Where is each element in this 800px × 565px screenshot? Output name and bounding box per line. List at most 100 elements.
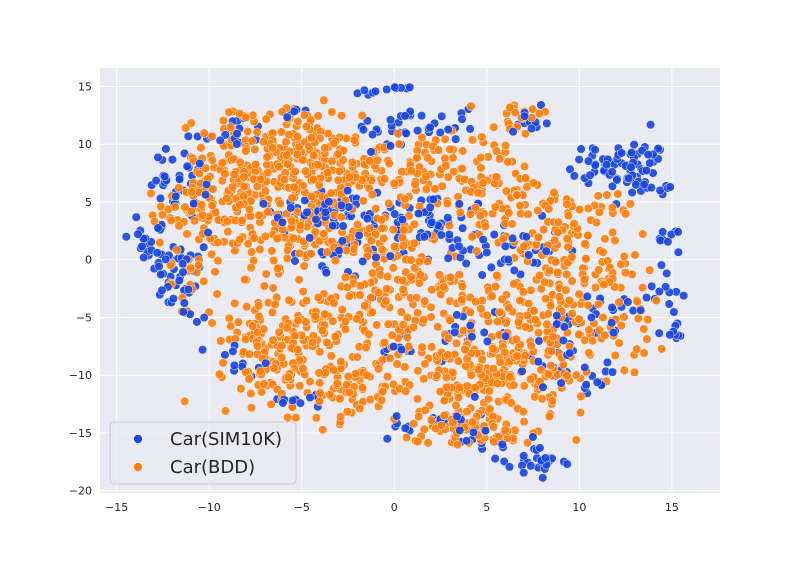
data-point-sim10k <box>454 199 464 209</box>
data-point-sim10k <box>160 171 170 181</box>
data-point-bdd <box>269 363 279 373</box>
data-point-sim10k <box>663 237 673 247</box>
data-point-bdd <box>515 295 525 306</box>
data-point-bdd <box>594 265 604 275</box>
data-point-bdd <box>489 122 499 132</box>
data-point-bdd <box>489 422 499 432</box>
data-point-bdd <box>335 394 345 404</box>
data-point-bdd <box>484 386 494 396</box>
data-point-bdd <box>290 166 300 177</box>
data-point-bdd <box>287 216 297 226</box>
data-point-bdd <box>282 323 292 333</box>
data-point-bdd <box>299 261 309 271</box>
data-point-bdd <box>367 268 377 278</box>
data-point-sim10k <box>419 232 429 242</box>
data-point-bdd <box>301 122 311 132</box>
data-point-sim10k <box>189 199 199 209</box>
data-point-bdd <box>255 244 265 254</box>
data-point-sim10k <box>647 281 657 291</box>
y-tick-label: −15 <box>69 427 92 440</box>
y-tick-label: −20 <box>69 485 92 498</box>
data-point-bdd <box>315 347 325 357</box>
data-point-bdd <box>327 107 337 117</box>
data-point-bdd <box>599 279 609 290</box>
data-point-bdd <box>366 236 376 246</box>
data-point-bdd <box>253 341 263 351</box>
data-point-sim10k <box>286 203 296 213</box>
data-point-bdd <box>519 241 529 251</box>
data-point-bdd <box>495 307 505 317</box>
data-point-bdd <box>305 377 315 387</box>
data-point-bdd <box>421 171 431 181</box>
data-point-sim10k <box>626 162 636 172</box>
data-point-bdd <box>533 328 544 338</box>
data-point-bdd <box>361 343 371 353</box>
data-point-bdd <box>274 327 284 337</box>
legend: Car(SIM10K) Car(BDD) <box>109 421 297 485</box>
data-point-bdd <box>434 270 444 280</box>
data-point-sim10k <box>435 127 445 138</box>
data-point-sim10k <box>232 129 242 139</box>
data-point-bdd <box>466 101 476 111</box>
data-point-bdd <box>619 251 629 262</box>
data-point-bdd <box>460 344 470 354</box>
data-point-bdd <box>419 315 429 325</box>
data-point-bdd <box>292 132 303 142</box>
data-point-sim10k <box>392 411 402 421</box>
data-point-bdd <box>451 338 462 348</box>
data-point-bdd <box>352 352 362 362</box>
data-point-bdd <box>402 332 412 343</box>
data-point-bdd <box>172 245 182 255</box>
data-point-sim10k <box>436 230 446 240</box>
data-point-bdd <box>170 202 180 212</box>
data-point-bdd <box>518 407 528 417</box>
data-point-bdd <box>547 346 557 356</box>
data-point-bdd <box>347 157 357 167</box>
data-point-bdd <box>530 315 541 325</box>
legend-label-sim10k: Car(SIM10K) <box>170 429 282 450</box>
data-point-bdd <box>543 309 553 319</box>
data-point-bdd <box>598 312 608 322</box>
data-point-sim10k <box>388 342 399 352</box>
data-point-bdd <box>207 318 217 328</box>
data-point-bdd <box>584 325 594 335</box>
data-point-sim10k <box>527 124 537 134</box>
data-point-sim10k <box>607 318 617 328</box>
data-point-bdd <box>313 292 323 303</box>
data-point-sim10k <box>519 451 529 461</box>
data-point-bdd <box>337 305 347 315</box>
data-point-bdd <box>525 374 536 384</box>
data-point-bdd <box>389 241 400 252</box>
data-point-bdd <box>409 238 419 248</box>
data-point-sim10k <box>461 258 471 269</box>
data-point-sim10k <box>500 241 510 251</box>
data-point-bdd <box>621 209 631 219</box>
data-point-sim10k <box>607 303 617 313</box>
data-point-bdd <box>330 256 341 266</box>
data-point-bdd <box>394 139 404 149</box>
data-point-sim10k <box>390 209 400 219</box>
data-point-bdd <box>400 362 410 372</box>
data-point-sim10k <box>334 246 344 256</box>
y-tick-label: 10 <box>78 138 92 151</box>
data-point-bdd <box>242 302 252 312</box>
data-point-sim10k <box>139 252 149 263</box>
data-point-sim10k <box>359 85 369 95</box>
data-point-sim10k <box>538 382 548 392</box>
data-point-bdd <box>534 232 544 242</box>
data-point-bdd <box>187 187 197 197</box>
data-point-sim10k <box>305 233 315 243</box>
data-point-sim10k <box>629 140 639 150</box>
data-point-bdd <box>287 193 297 203</box>
data-point-sim10k <box>653 144 663 154</box>
data-point-bdd <box>222 216 232 226</box>
data-point-bdd <box>384 158 394 168</box>
data-point-sim10k <box>580 362 590 373</box>
data-point-bdd <box>509 380 519 390</box>
data-point-sim10k <box>602 357 612 367</box>
data-point-bdd <box>283 412 293 422</box>
data-point-sim10k <box>558 335 568 345</box>
data-point-bdd <box>277 341 287 351</box>
data-point-sim10k <box>465 320 475 331</box>
data-point-bdd <box>608 227 618 237</box>
